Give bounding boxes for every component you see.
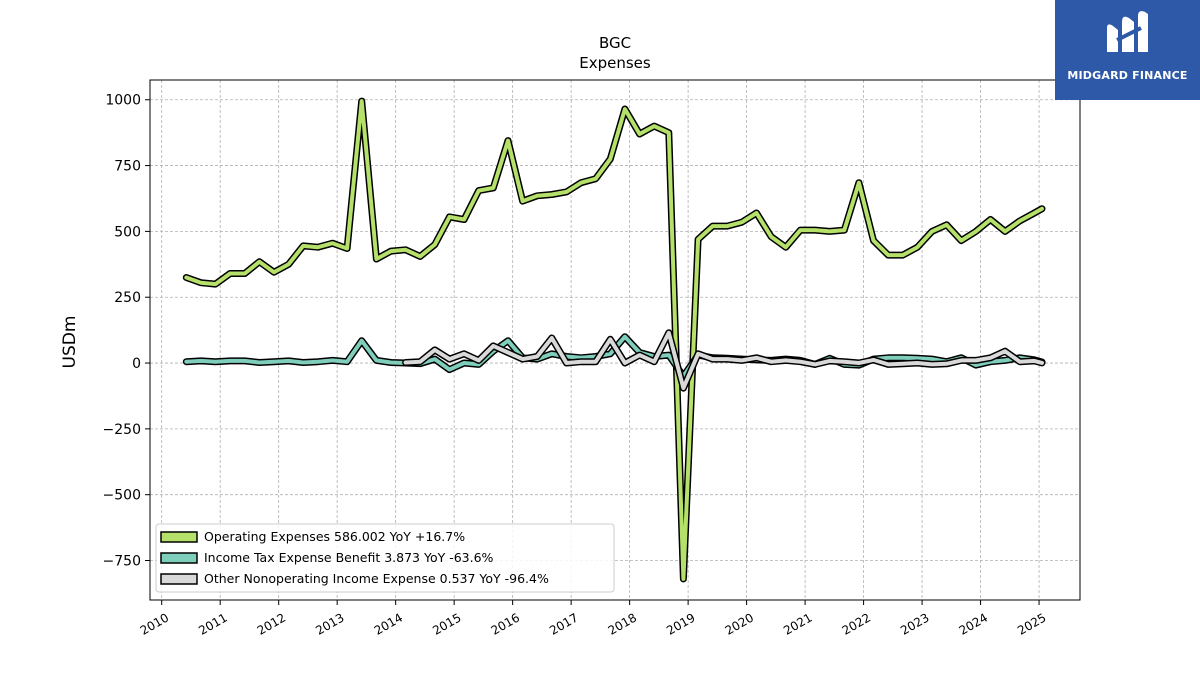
legend-box (155, 523, 615, 593)
x-tick-label: 2020 (723, 610, 756, 637)
y-tick-label: 750 (114, 159, 141, 175)
y-tick-label: 0 (132, 356, 141, 372)
legend-swatch (160, 573, 198, 585)
legend-swatch (160, 552, 198, 564)
x-tick-label: 2017 (547, 610, 580, 637)
logo-text: MIDGARD FINANCE (1067, 69, 1188, 82)
series-line (403, 330, 1044, 391)
x-tick-label: 2018 (606, 610, 639, 637)
x-tick-label: 2012 (255, 610, 288, 637)
grid (150, 80, 1080, 600)
legend-swatch (160, 531, 198, 543)
x-tick-label: 2010 (138, 610, 171, 637)
x-tick-label: 2013 (313, 610, 346, 637)
x-tick-label: 2023 (898, 610, 931, 637)
x-tick-label: 2011 (196, 610, 229, 637)
series-lines (182, 97, 1046, 583)
logo-mark-icon (1107, 11, 1148, 53)
x-tick-label: 2015 (430, 610, 463, 637)
legend-label: Income Tax Expense Benefit 3.873 YoY -63… (204, 550, 494, 565)
x-tick-label: 2016 (489, 610, 522, 637)
y-tick-label: 250 (114, 290, 141, 306)
brand-logo: MIDGARD FINANCE (1055, 0, 1200, 100)
y-tick-label: −500 (103, 488, 141, 504)
x-tick-label: 2022 (840, 610, 873, 637)
y-tick-label: −750 (103, 554, 141, 570)
y-tick-label: 1000 (105, 93, 141, 109)
chart-title: BGC (599, 34, 631, 52)
x-tick-label: 2021 (781, 610, 814, 637)
x-tick-label: 2019 (664, 610, 697, 637)
y-tick-label: 500 (114, 224, 141, 240)
y-axis-label: USDm (60, 316, 80, 369)
y-tick-label: −250 (103, 422, 141, 438)
plot-frame (149, 79, 1081, 601)
x-tick-label: 2024 (957, 610, 990, 637)
legend-label: Operating Expenses 586.002 YoY +16.7% (204, 529, 465, 544)
x-tick-label: 2014 (372, 610, 405, 637)
legend: Operating Expenses 586.002 YoY +16.7% Inc… (155, 523, 615, 593)
x-tick-label: 2025 (1015, 610, 1048, 637)
legend-label: Other Nonoperating Income Expense 0.537 … (204, 571, 549, 586)
series-line (184, 99, 1044, 581)
chart-subtitle: Expenses (579, 54, 651, 72)
